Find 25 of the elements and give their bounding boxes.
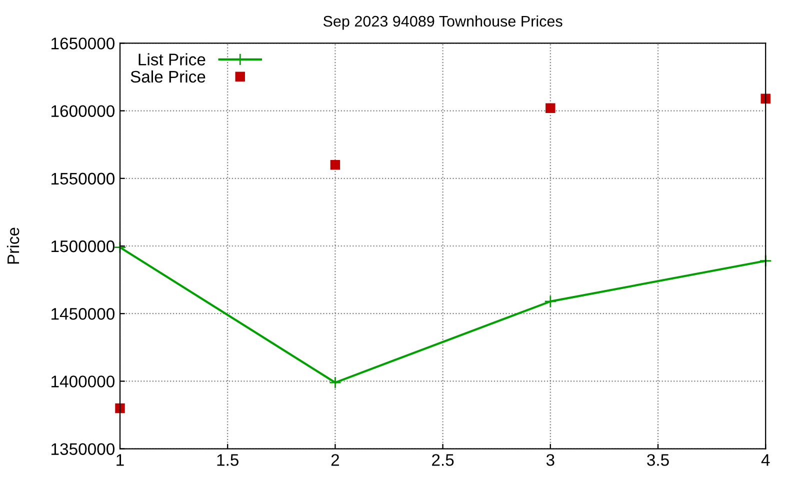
x-tick-label: 2 [331, 454, 339, 466]
x-tick-label: 1.5 [217, 454, 238, 466]
y-tick-label: 1550000 [52, 172, 114, 185]
y-tick-label: 1400000 [52, 376, 114, 388]
y-tick-label: 1650000 [52, 38, 114, 50]
point [330, 160, 340, 170]
x-tick-label: 3 [546, 454, 554, 466]
y-tick-label: 1450000 [52, 308, 114, 320]
legend-label: List Price [138, 53, 206, 66]
point [115, 403, 125, 414]
x-tick-label: 1 [116, 454, 124, 466]
x-tick-label: 4 [761, 454, 770, 466]
chart-title: Sep 2023 94089 Townhouse Prices [323, 15, 562, 30]
y-tick-label: 1600000 [52, 105, 114, 118]
y-tick-label: 1350000 [52, 443, 114, 456]
point [328, 376, 342, 389]
y-axis-title: Price [6, 228, 20, 264]
point [759, 254, 772, 268]
point [546, 103, 556, 113]
x-tick-label: 2.5 [432, 454, 454, 466]
y-tick-label: 1500000 [52, 240, 114, 252]
point [544, 295, 557, 308]
point [760, 94, 770, 104]
x-tick-label: 3.5 [647, 454, 669, 466]
legend-label: Sale Price [130, 70, 206, 83]
